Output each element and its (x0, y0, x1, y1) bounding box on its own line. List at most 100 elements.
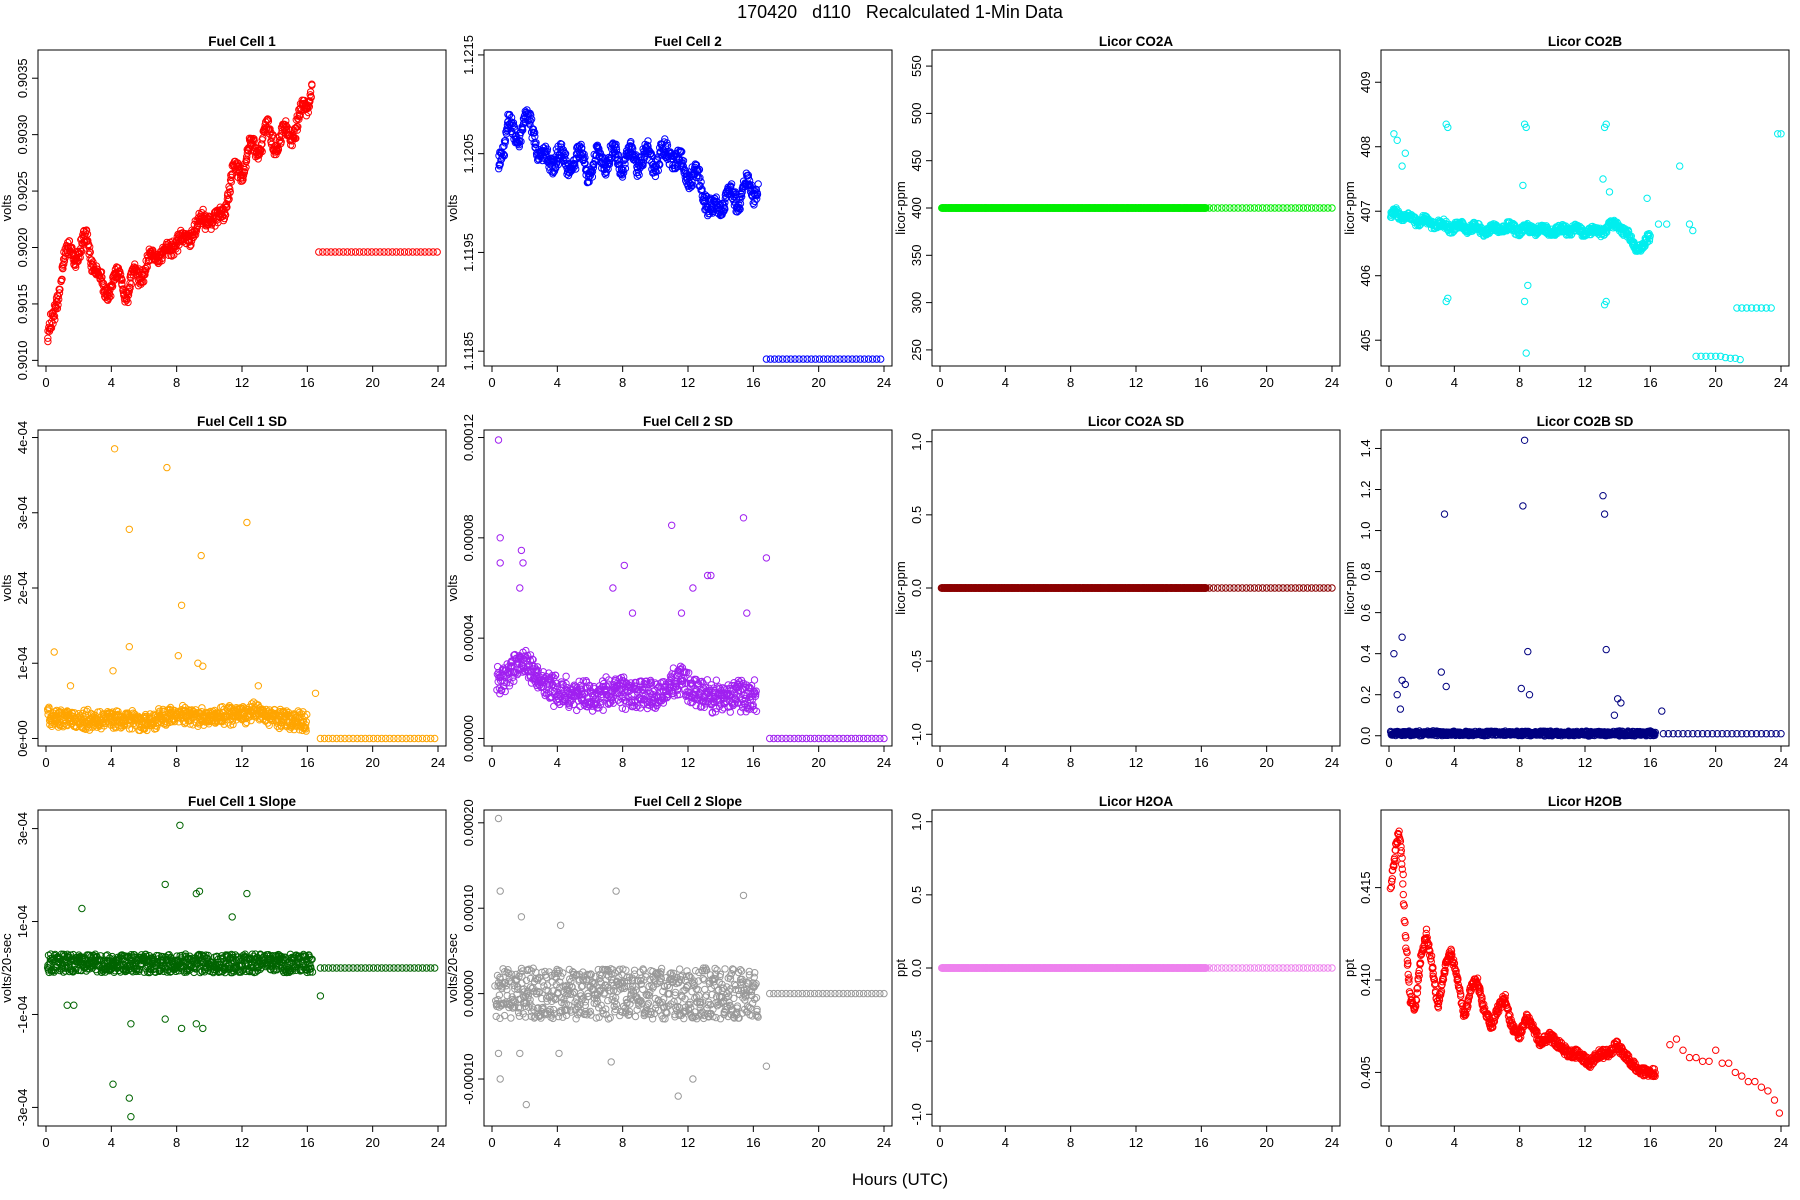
data-point (1599, 175, 1607, 183)
x-tick-label: 8 (173, 375, 180, 390)
data-point (404, 248, 413, 256)
data-point (327, 248, 335, 256)
data-point (495, 165, 503, 173)
data-point (226, 188, 234, 196)
data-point (59, 264, 67, 273)
data-point (86, 243, 94, 251)
data-point (368, 248, 376, 256)
x-tick-label: 16 (300, 375, 314, 390)
data-point (668, 521, 676, 529)
data-point (107, 292, 115, 300)
data-point (294, 123, 302, 131)
x-tick-label: 24 (1774, 375, 1788, 390)
data-point (306, 88, 315, 96)
data-point (508, 130, 517, 138)
data-point (331, 248, 339, 256)
x-tick-label: 0 (936, 375, 943, 390)
data-point (77, 247, 86, 256)
data-point (1401, 149, 1410, 157)
x-tick-label: 12 (681, 375, 695, 390)
y-tick-label: 0.00008 (461, 514, 476, 561)
data-point (308, 81, 316, 89)
x-tick-label: 4 (1002, 375, 1009, 390)
data-point (304, 101, 312, 110)
data-point (243, 518, 251, 527)
data-point (266, 125, 274, 133)
data-point (133, 266, 141, 274)
data-point (51, 316, 59, 324)
y-tick-label: 3e-04 (15, 496, 30, 529)
data-point (507, 113, 516, 122)
data-point (581, 159, 589, 167)
data-point (519, 559, 527, 567)
data-point (239, 176, 247, 184)
x-tick-label: 0 (488, 375, 495, 390)
x-tick-label: 20 (811, 755, 825, 770)
x-tick-label: 16 (1194, 375, 1208, 390)
x-tick-label: 8 (1516, 375, 1523, 390)
data-point (380, 248, 388, 256)
panel-title: Licor CO2B (1548, 34, 1623, 49)
data-point (110, 445, 119, 453)
data-point (388, 248, 396, 256)
points-fc1sd (44, 445, 439, 743)
data-point (543, 147, 551, 155)
x-tick-label: 0 (1385, 375, 1392, 390)
data-point (50, 312, 59, 320)
data-point (174, 652, 183, 660)
y-tick-label: 350 (909, 244, 924, 266)
panel-co2asd: Licor CO2A SD0 4 8 12 16 20 24-1.0-0.50.00.51.… (893, 414, 1341, 770)
data-point (360, 248, 368, 256)
data-point (305, 103, 313, 111)
data-point (55, 289, 64, 297)
data-point (677, 609, 686, 617)
y-tick-label: 0.9030 (15, 115, 30, 155)
data-point (1663, 220, 1671, 228)
x-tick-label: 24 (431, 375, 445, 390)
y-tick-label: 407 (1358, 200, 1373, 222)
y-tick-label: 406 (1358, 265, 1373, 287)
data-point (97, 268, 106, 276)
x-tick-label: 16 (746, 755, 760, 770)
y-tick-label: 250 (909, 339, 924, 361)
data-point (877, 355, 885, 363)
data-point (609, 584, 617, 592)
data-point (500, 151, 508, 159)
data-point (250, 137, 258, 145)
data-point (149, 246, 157, 254)
data-point (125, 525, 134, 533)
y-tick-label: 1.1205 (461, 134, 476, 174)
y-tick-label: 500 (909, 103, 924, 125)
data-point (1654, 220, 1663, 228)
data-point (44, 337, 52, 346)
data-point (114, 264, 123, 272)
data-point (400, 248, 409, 256)
x-tick-label: 20 (365, 375, 379, 390)
panel-title: Fuel Cell 1 (208, 34, 276, 49)
data-point (98, 278, 106, 286)
data-point (1390, 130, 1398, 138)
data-point (163, 463, 171, 472)
y-tick-label: 0.00012 (461, 414, 476, 461)
points-fc2 (495, 106, 885, 363)
data-point (1393, 136, 1401, 145)
data-point (712, 676, 721, 684)
data-point (315, 248, 323, 256)
data-point (58, 275, 66, 283)
y-tick-label: 1.1215 (461, 35, 476, 75)
x-tick-label: 16 (300, 755, 314, 770)
data-point (44, 334, 52, 342)
x-tick-label: 8 (619, 755, 626, 770)
y-tick-label: 405 (1358, 329, 1373, 351)
data-point (248, 143, 256, 151)
data-point (496, 534, 504, 542)
data-point (125, 287, 133, 296)
data-point (56, 285, 64, 294)
panel-fc2sd: Fuel Cell 2 SD0 4 8 12 16 20 240.000000.000040… (445, 414, 893, 770)
data-point (527, 115, 536, 123)
y-tick-label: 0.9025 (15, 171, 30, 211)
data-point (66, 682, 75, 690)
panel-fc1sd: Fuel Cell 1 SD0 4 8 12 16 20 240e+001e-042e-04… (0, 414, 447, 770)
data-point (311, 689, 320, 697)
data-point (197, 551, 205, 560)
